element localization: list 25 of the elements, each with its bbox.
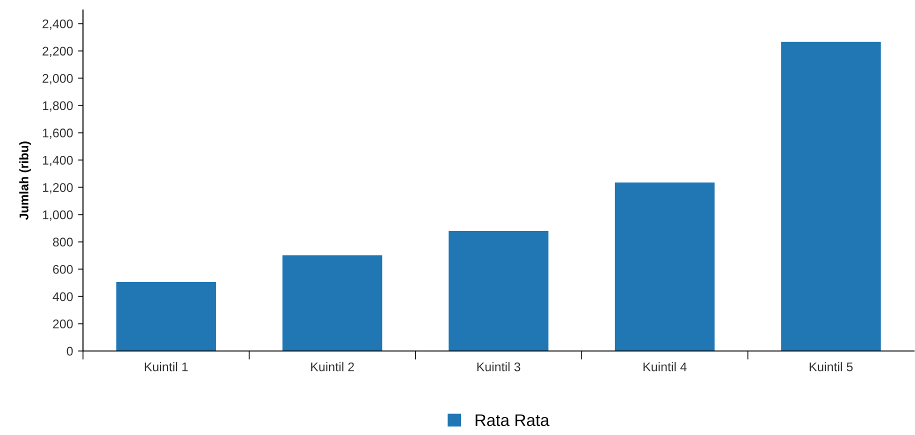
y-tick-label: 2,200: [42, 46, 73, 58]
y-tick-label: 2,000: [42, 74, 73, 84]
y-axis-title: Jumlah (ribu): [19, 142, 31, 220]
y-tick-label: 800: [52, 238, 73, 247]
y-tick-label: 1,600: [42, 128, 73, 139]
y-tick-label: 2,400: [42, 19, 73, 30]
x-tick-label: Kuintil 5: [810, 362, 853, 372]
y-tick-label: 1,800: [42, 101, 73, 112]
bar: [448, 230, 548, 351]
x-tick-label: Kuintil 2: [311, 362, 354, 372]
legend-label: Rata Rata: [476, 414, 550, 426]
bar: [614, 182, 715, 351]
y-tick-label: 1,200: [42, 183, 73, 194]
y-tick-label: 1,000: [42, 210, 73, 221]
y-tick-label: 0: [66, 346, 73, 356]
bar: [282, 255, 382, 351]
y-tick-label: 600: [53, 264, 73, 274]
y-tick-label: 1,400: [42, 156, 73, 166]
y-tick-label: 400: [52, 292, 73, 302]
bar: [116, 282, 216, 351]
x-tick-label: Kuintil 1: [144, 362, 188, 372]
y-tick-label: 200: [53, 320, 73, 328]
x-tick-label: Kuintil 4: [644, 362, 687, 372]
x-tick-label: Kuintil 3: [477, 362, 520, 372]
bar: [781, 42, 881, 351]
